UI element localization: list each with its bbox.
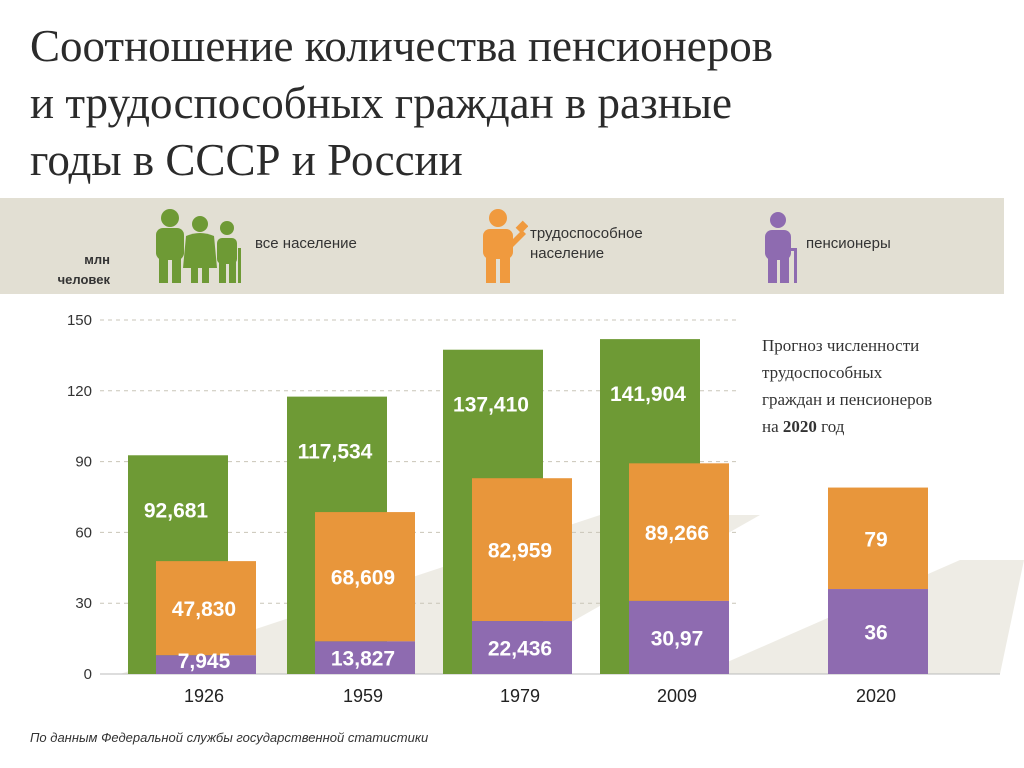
data-label-total: 137,410: [453, 394, 529, 417]
data-label-working: 79: [864, 528, 887, 551]
bar-working: [828, 487, 928, 590]
bar-working: [472, 478, 572, 622]
x-tick-label: 1979: [500, 686, 540, 706]
source-note: По данным Федеральной службы государстве…: [30, 730, 429, 745]
x-tick-label: 2009: [657, 686, 697, 706]
y-tick-label: 60: [75, 524, 92, 541]
title-line-3: годы в СССР и России: [30, 135, 463, 185]
data-label-working: 82,959: [488, 540, 552, 563]
legend-label-working-line-2: население: [530, 245, 605, 262]
forecast-note: Прогноз численности трудоспособных гражд…: [762, 332, 1012, 440]
x-tick-label: 1926: [184, 686, 224, 706]
legend-label-working-line-1: трудоспособное: [530, 225, 643, 242]
data-label-pensioners: 7,945: [178, 650, 231, 673]
forecast-note-suffix: год: [816, 417, 845, 436]
bar-pensioners: [828, 589, 928, 674]
unit-label: млн человек: [30, 250, 110, 290]
legend-label-total: все население: [255, 235, 357, 252]
bar-pensioners: [315, 641, 415, 674]
x-tick-label: 2020: [856, 686, 896, 706]
elderly-person-icon: [765, 212, 797, 283]
unit-label-line-1: млн: [84, 252, 110, 267]
data-label-pensioners: 13,827: [331, 648, 395, 671]
legend-item-working: трудоспособное население: [478, 208, 718, 288]
bar-working: [629, 463, 729, 601]
legend-label-pensioners: пенсионеры: [806, 235, 891, 252]
data-label-total: 92,681: [144, 499, 209, 522]
bar-pensioners: [629, 600, 729, 674]
data-label-pensioners: 30,97: [651, 627, 704, 650]
forecast-note-line-3: граждан и пенсионеров: [762, 390, 933, 409]
worker-icon: [483, 209, 529, 283]
y-tick-label: 150: [67, 312, 92, 329]
forecast-note-line-4: на 2020 год: [762, 413, 1012, 440]
bar-pensioners: [472, 621, 572, 674]
y-tick-label: 120: [67, 383, 92, 400]
y-tick-label: 0: [84, 666, 92, 683]
x-tick-label: 1959: [343, 686, 383, 706]
data-label-total: 141,904: [610, 383, 686, 406]
legend-label-working: трудоспособное население: [530, 224, 643, 264]
title-line-1: Соотношение количества пенсионеров: [30, 21, 773, 71]
forecast-note-prefix: на: [762, 417, 783, 436]
legend-item-pensioners: пенсионеры: [762, 208, 962, 288]
y-tick-label: 90: [75, 454, 92, 471]
bar-working: [156, 561, 256, 656]
data-label-working: 89,266: [645, 522, 709, 545]
title-line-2: и трудоспособных граждан в разные: [30, 78, 733, 128]
family-group-icon: [156, 209, 241, 283]
chart-title: Соотношение количества пенсионеров и тру…: [30, 18, 1010, 189]
bar-pensioners: [156, 655, 256, 674]
forecast-note-line-1: Прогноз численности: [762, 336, 920, 355]
data-label-working: 68,609: [331, 567, 395, 590]
data-label-pensioners: 22,436: [488, 638, 552, 661]
data-label-total: 117,534: [298, 441, 373, 464]
bar-working: [315, 512, 415, 642]
unit-label-line-2: человек: [57, 272, 110, 287]
y-tick-label: 30: [75, 595, 92, 612]
bar-chart: 0 30 60 90 120 150 92,681 47,830 7,945 1926 117,53…: [67, 312, 1024, 706]
data-label-working: 47,830: [172, 598, 236, 621]
legend-item-total: все население: [150, 208, 390, 288]
forecast-note-year: 2020: [782, 417, 817, 436]
forecast-note-line-2: трудоспособных: [762, 363, 883, 382]
data-label-pensioners: 36: [864, 622, 887, 645]
